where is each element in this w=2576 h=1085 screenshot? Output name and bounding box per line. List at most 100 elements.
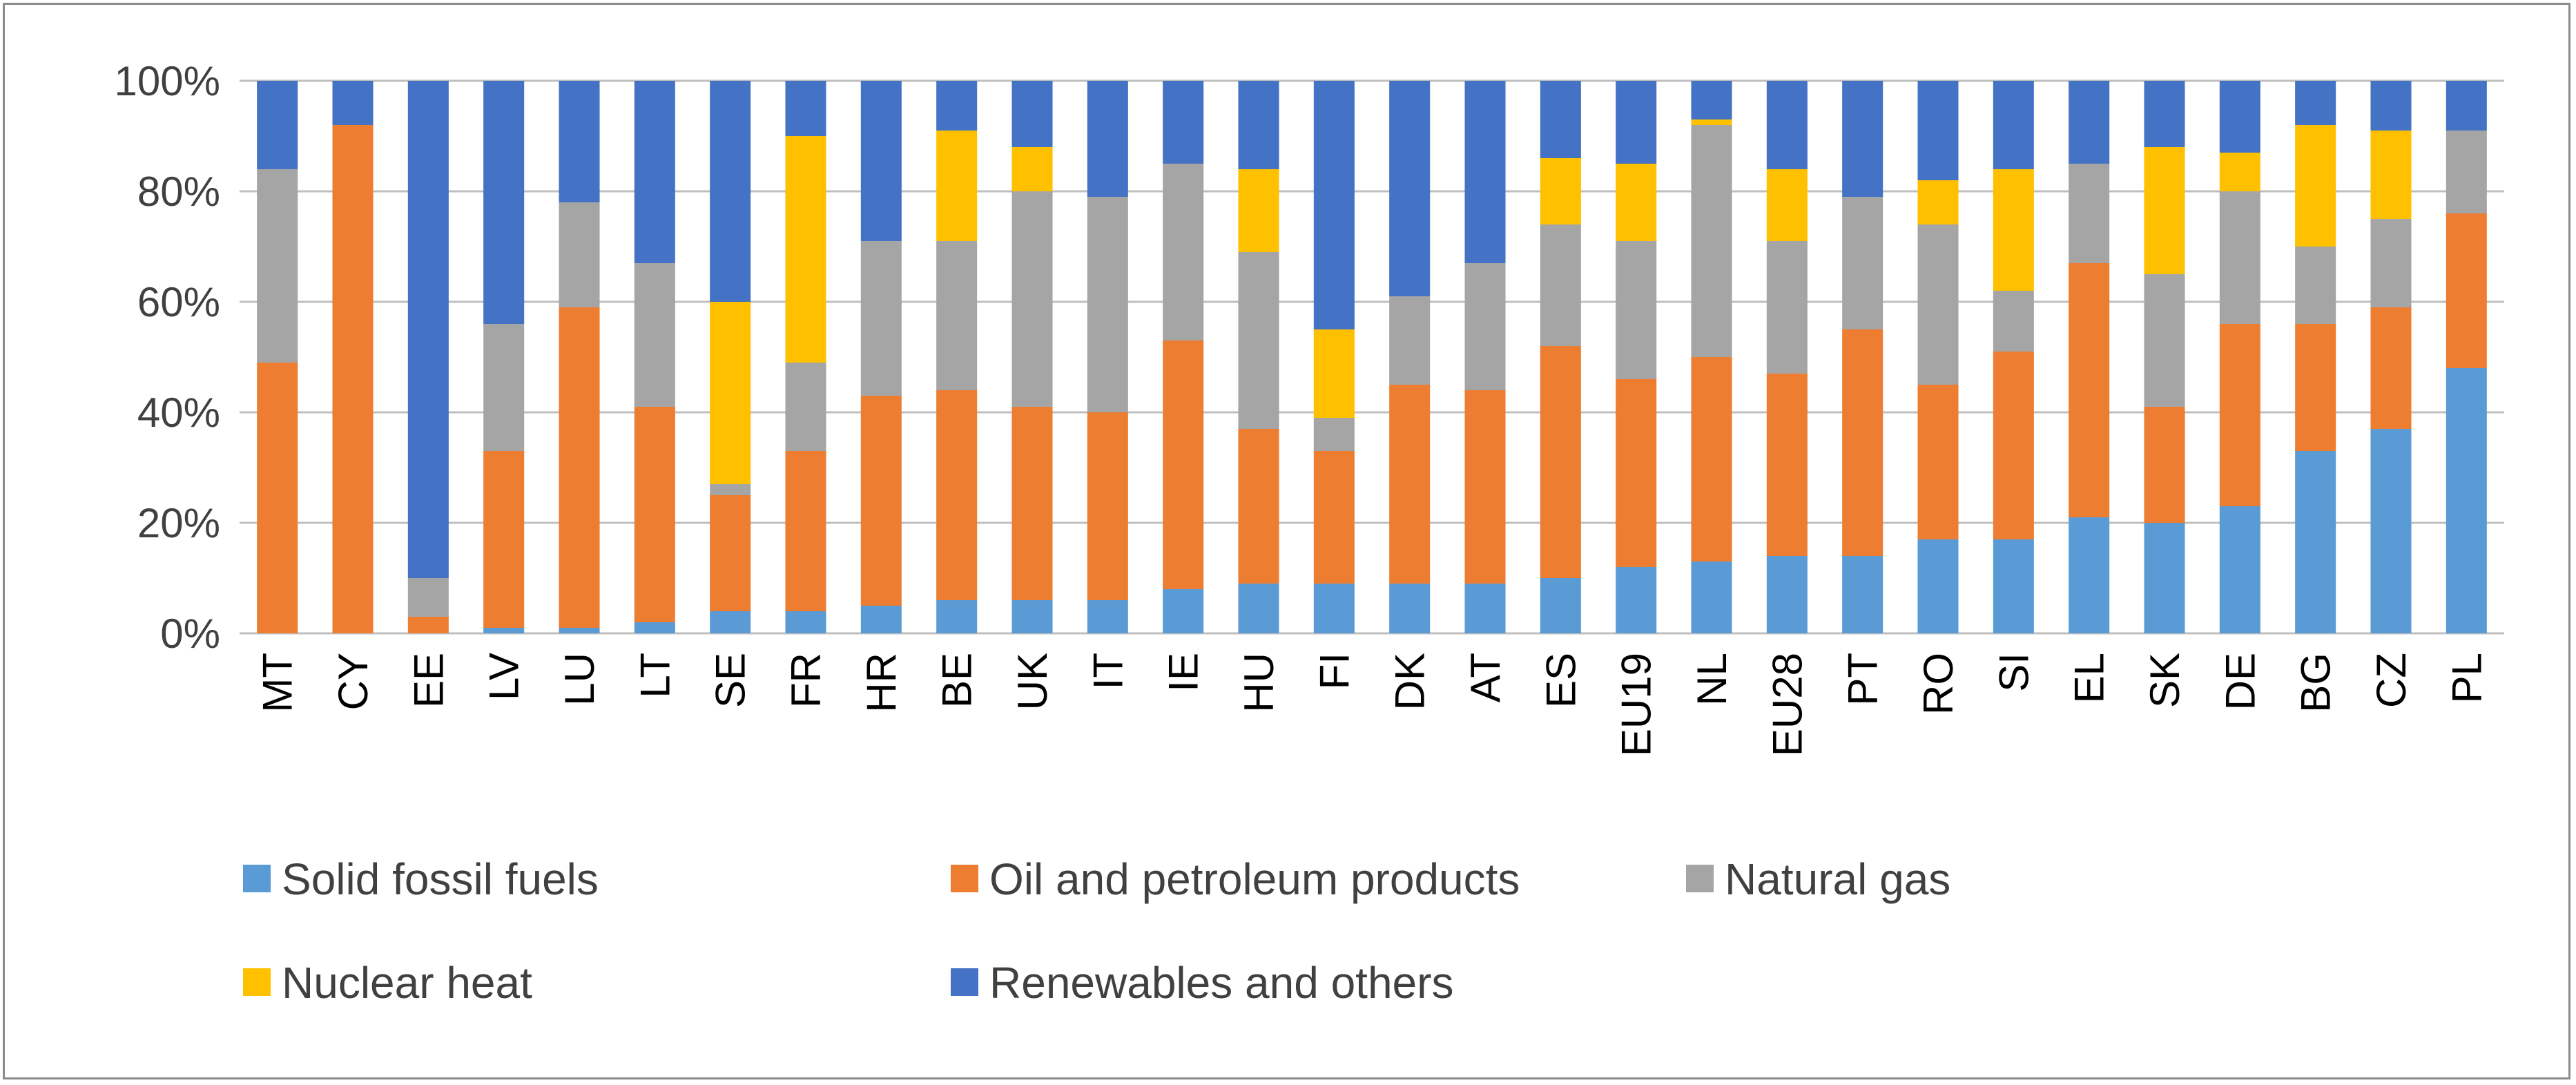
bar-segment-AT-4: [1464, 81, 1506, 263]
bar-segment-RO-1: [1917, 385, 1959, 539]
bar-segment-DE-4: [2219, 81, 2260, 153]
bar-stack-ES: [1540, 81, 1581, 633]
bar-segment-EU28-4: [1766, 81, 1808, 169]
legend-swatch: [243, 865, 271, 892]
bar-stack-IE: [1163, 81, 1204, 633]
bar-segment-BE-3: [936, 131, 978, 241]
x-category-label: DE: [2217, 653, 2263, 710]
y-tick-label: 80%: [137, 169, 220, 215]
bar-segment-RO-0: [1917, 539, 1959, 633]
bar-segment-LV-0: [483, 628, 525, 633]
x-category-label: NL: [1689, 653, 1735, 706]
bar-segment-LV-1: [483, 451, 525, 628]
x-category-label: PT: [1840, 653, 1886, 706]
bar-segment-DE-2: [2219, 191, 2260, 324]
bar-segment-SE-1: [710, 495, 751, 611]
x-category-label: MT: [255, 653, 301, 713]
x-category-label: HR: [858, 653, 904, 713]
x-category-label: FI: [1311, 653, 1357, 689]
x-category-label: EE: [405, 653, 452, 708]
bar-segment-SI-4: [1993, 81, 2034, 169]
bar-segment-IE-0: [1163, 589, 1204, 633]
bar-segment-FI-4: [1313, 81, 1355, 329]
bar-segment-NL-0: [1691, 561, 1732, 633]
bar-segment-LU-2: [559, 202, 600, 307]
bar-segment-PT-1: [1842, 329, 1883, 556]
bar-segment-DE-3: [2219, 153, 2260, 191]
x-category-label: SE: [708, 653, 754, 708]
legend-swatch: [951, 865, 978, 892]
legend-label: Natural gas: [1725, 854, 1950, 904]
bar-segment-ES-0: [1540, 578, 1581, 633]
bar-stack-LU: [559, 81, 600, 633]
legend-item: Natural gas: [1686, 854, 1950, 904]
bar-segment-AT-0: [1464, 584, 1506, 633]
x-category-label: EU19: [1614, 653, 1660, 756]
bar-segment-DK-4: [1389, 81, 1431, 296]
bar-segment-EE-1: [407, 617, 449, 633]
bar-segment-ES-1: [1540, 346, 1581, 578]
bar-segment-LT-0: [634, 622, 675, 633]
bar-segment-EL-1: [2069, 263, 2110, 517]
legend-item: Oil and petroleum products: [951, 854, 1520, 904]
bar-segment-SK-0: [2144, 523, 2185, 633]
bar-segment-SE-3: [710, 302, 751, 484]
bar-stack-BG: [2295, 81, 2336, 633]
bar-segment-FR-3: [785, 136, 826, 363]
bar-segment-LU-0: [559, 628, 600, 633]
bar-segment-LV-2: [483, 324, 525, 451]
bar-segment-UK-4: [1011, 81, 1053, 147]
bar-segment-BE-2: [936, 241, 978, 390]
bar-segment-CY-1: [332, 125, 374, 633]
bar-segment-CZ-2: [2370, 219, 2412, 307]
bar-stack-FR: [785, 81, 826, 633]
legend-swatch: [243, 968, 271, 996]
bar-segment-SI-2: [1993, 291, 2034, 352]
bar-stack-FI: [1313, 81, 1355, 633]
legend: Solid fossil fuels Oil and petroleum prod…: [243, 854, 1950, 1008]
x-axis-category-labels: MT CY EE LV LU LT SE FR HR BE UK IT IE HU FI DK AT ES EU19…: [255, 653, 2490, 756]
bar-segment-PL-1: [2446, 213, 2487, 368]
y-axis-tick-labels: 0% 20% 40% 60% 80% 100%: [115, 58, 220, 657]
bar-segment-FI-3: [1313, 329, 1355, 418]
gridlines: [240, 79, 2504, 635]
x-category-label: SK: [2142, 653, 2188, 708]
legend-label: Nuclear heat: [282, 958, 532, 1008]
bar-segment-BG-0: [2295, 451, 2336, 633]
bar-segment-PL-0: [2446, 368, 2487, 633]
bar-segment-EL-0: [2069, 517, 2110, 633]
x-category-label: BE: [934, 653, 980, 708]
bar-segment-SI-1: [1993, 352, 2034, 539]
bar-segment-MT-2: [257, 169, 298, 363]
bar-segment-SK-4: [2144, 81, 2185, 147]
x-category-label: CY: [330, 653, 376, 710]
bar-segment-UK-2: [1011, 191, 1053, 407]
bar-segment-NL-3: [1691, 119, 1732, 125]
bar-segment-RO-3: [1917, 180, 1959, 224]
bar-segment-PT-2: [1842, 197, 1883, 329]
bar-segment-UK-1: [1011, 407, 1053, 600]
bar-stack-MT: [257, 81, 298, 633]
x-category-label: EL: [2066, 653, 2113, 703]
bar-segment-BG-2: [2295, 247, 2336, 324]
legend-item: Solid fossil fuels: [243, 854, 599, 904]
bar-stack-SI: [1993, 81, 2034, 633]
bar-segment-LV-4: [483, 81, 525, 324]
bar-segment-HU-3: [1238, 169, 1279, 252]
legend-item: Renewables and others: [951, 958, 1453, 1008]
bar-segment-CZ-0: [2370, 429, 2412, 633]
bar-segment-BE-4: [936, 81, 978, 131]
bar-stack-AT: [1464, 81, 1506, 633]
bar-segment-NL-1: [1691, 357, 1732, 561]
x-category-label: UK: [1009, 653, 1056, 710]
x-category-label: LV: [481, 653, 527, 700]
bar-segment-AT-1: [1464, 390, 1506, 584]
bar-stack-BE: [936, 81, 978, 633]
bar-stack-DK: [1389, 81, 1431, 633]
bar-segment-SE-4: [710, 81, 751, 302]
bar-segment-RO-2: [1917, 224, 1959, 385]
bar-segment-EE-4: [407, 81, 449, 578]
bar-segment-EU19-2: [1616, 241, 1657, 379]
bar-stack-EL: [2069, 81, 2110, 633]
y-tick-label: 60%: [137, 279, 220, 325]
